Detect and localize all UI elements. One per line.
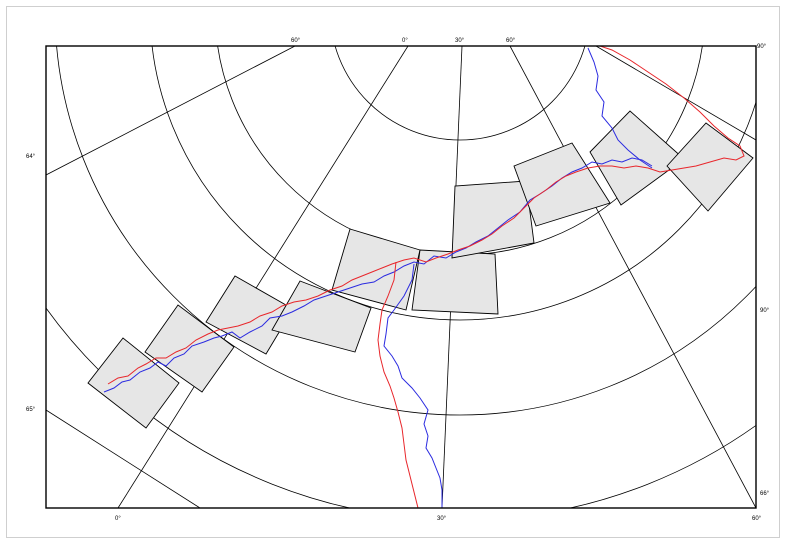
map-border <box>45 45 757 509</box>
tick-label-top: 60° <box>291 38 301 44</box>
swath-panel <box>411 249 499 315</box>
tick-label-right: 66° <box>760 491 770 497</box>
track-blue <box>383 263 443 508</box>
swath-panel <box>271 280 372 353</box>
tick-label-top: 60° <box>506 38 516 44</box>
latitude-arc <box>151 46 756 321</box>
tick-label-top: 30° <box>455 38 465 44</box>
meridian-line <box>595 46 756 141</box>
latitude-arc <box>56 46 756 416</box>
swath-panel <box>666 122 754 212</box>
tick-labels: 60° 0° 30° 60° 90° 64° 65° 90° 66° 0° 30… <box>26 38 770 522</box>
latitude-arc <box>334 46 586 141</box>
meridian-line <box>46 46 296 176</box>
tick-label-right: 90° <box>760 308 770 314</box>
tick-label-left: 65° <box>26 407 36 413</box>
tick-label-top: 90° <box>757 44 767 50</box>
track-blue <box>587 47 653 169</box>
track-red <box>377 261 419 508</box>
tick-label-bottom: 60° <box>752 516 762 522</box>
tick-label-top: 0° <box>402 38 408 44</box>
tick-label-bottom: 0° <box>115 516 121 522</box>
meridian-line <box>46 409 201 508</box>
meridian-line <box>509 46 756 508</box>
tracks <box>103 46 745 508</box>
track-red <box>107 46 745 385</box>
tick-label-bottom: 30° <box>437 516 447 522</box>
meridian-line <box>117 46 409 508</box>
tick-label-left: 64° <box>26 154 36 160</box>
swath-panel <box>513 142 611 227</box>
swath-panel <box>451 180 535 259</box>
swath-panel <box>87 337 180 429</box>
